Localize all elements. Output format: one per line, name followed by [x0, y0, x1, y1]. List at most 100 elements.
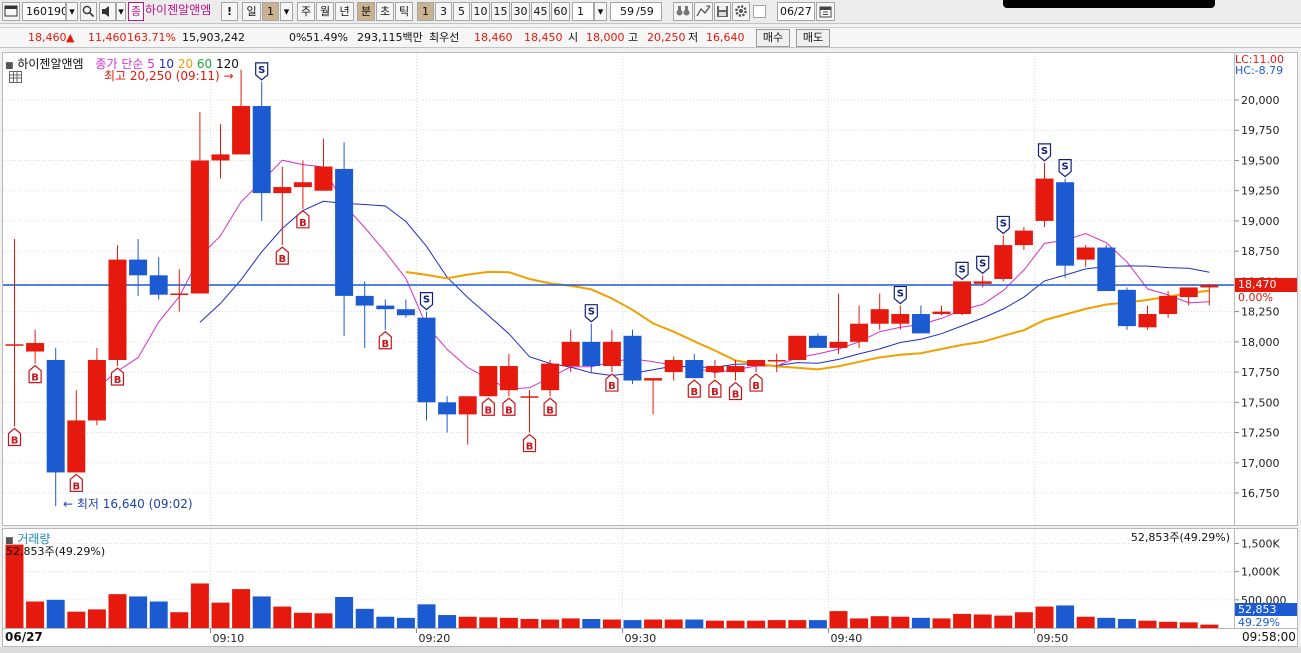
signal-label: B [299, 218, 307, 229]
candle-body [232, 106, 251, 155]
custom-interval-input[interactable]: 1 [572, 2, 594, 21]
buy-signal: B [7, 427, 22, 446]
period-year-button[interactable]: 년 [335, 2, 354, 21]
volume-bar [376, 616, 395, 628]
candle [664, 356, 683, 381]
volume-left-value: 52,853주(49.29%) [6, 545, 106, 558]
price-axis[interactable]: 16,750 17,000 17,250 17,500 17,750 18,000 18,2… [1235, 52, 1298, 526]
sell-signal: S [893, 285, 907, 305]
price-tick-label: 19,500 [1241, 154, 1280, 167]
volume-bar [788, 620, 807, 628]
period-tick-button[interactable]: 틱 [395, 2, 413, 21]
count-input[interactable]: 59 [610, 2, 636, 21]
binoculars-icon[interactable] [673, 2, 693, 21]
candle [850, 305, 869, 348]
time-tick-label: 09:10 [213, 632, 245, 645]
volume-marker-icon: ■ [5, 536, 14, 546]
candle [190, 112, 209, 294]
interval-5-button[interactable]: 5 [453, 2, 470, 21]
signal-marker [255, 62, 269, 81]
candle [396, 299, 415, 318]
volume-bar [232, 589, 251, 628]
volume-bar [293, 612, 312, 628]
period-day-dropdown-icon[interactable]: ▾ [280, 2, 293, 21]
interval-30-button[interactable]: 30 [511, 2, 530, 21]
volume-bar [561, 618, 580, 628]
volume-axis[interactable]: 1,500K 1,000K 500,000 52,853 49.29% [1235, 528, 1298, 629]
stock-code-input[interactable]: 160190 [22, 2, 66, 21]
scale-lc: LC:11.00 [1235, 53, 1285, 66]
volume-bar [870, 616, 889, 628]
low-annotation: ← 최저 16,640 (09:02) [63, 495, 193, 512]
period-day-count[interactable]: 1 [262, 2, 279, 21]
volume-bar [479, 617, 498, 628]
buy-button[interactable]: 매수 [756, 29, 790, 47]
volume-percent-tag: 49.29% [1238, 616, 1280, 629]
period-day-button[interactable]: 일 [242, 2, 261, 21]
volume-bar [932, 618, 951, 628]
date-checkbox[interactable] [753, 5, 766, 18]
volume-bar [664, 619, 683, 628]
candle-body [396, 309, 415, 316]
date-input[interactable]: 06/27 [777, 2, 815, 21]
candle-body [87, 359, 106, 421]
volume-bar [417, 604, 436, 628]
signal-label: S [897, 289, 904, 300]
volume-bar [767, 620, 786, 628]
alert-button[interactable]: ! [221, 2, 238, 21]
stock-code-dropdown-icon[interactable]: ▾ [66, 2, 78, 21]
change-arrow-icon: ▲ [66, 31, 75, 44]
signal-label: B [72, 481, 80, 492]
candle-body [726, 366, 745, 373]
signal-marker [996, 215, 1010, 235]
volume-ratio: 0% [289, 31, 307, 44]
period-week-button[interactable]: 주 [297, 2, 315, 21]
window-icon[interactable] [2, 2, 20, 21]
high-label: 고 [628, 31, 639, 44]
interval-15-button[interactable]: 15 [491, 2, 510, 21]
candle [932, 305, 951, 316]
candle [994, 235, 1013, 282]
signal-label: B [114, 375, 122, 386]
calendar-icon[interactable] [816, 2, 835, 21]
volume-chart-panel[interactable]: ■ 거래량 52,853주(49.29%) 52,853주(49.29%) [2, 528, 1235, 629]
candle-body [67, 420, 86, 473]
interval-60-button[interactable]: 60 [551, 2, 570, 21]
signal-label: B [608, 381, 616, 392]
speaker-dropdown-icon[interactable]: ▾ [116, 2, 126, 21]
candle-body [1056, 182, 1075, 266]
candle-body [458, 396, 477, 415]
interval-1-button[interactable]: 1 [417, 2, 434, 21]
custom-interval-dropdown-icon[interactable]: ▾ [594, 2, 607, 21]
candle [335, 142, 354, 336]
interval-3-button[interactable]: 3 [435, 2, 452, 21]
draw-tool-icon[interactable] [694, 2, 713, 21]
signal-marker [110, 367, 125, 386]
period-month-button[interactable]: 월 [316, 2, 334, 21]
period-second-button[interactable]: 초 [376, 2, 394, 21]
gear-icon[interactable] [732, 2, 750, 21]
volume-bar [808, 620, 827, 628]
candle [108, 245, 127, 367]
sell-button[interactable]: 매도 [796, 29, 830, 47]
price-chart-panel[interactable]: B B B B S B B B S B B B B S B B B B B S S S S S S ■ 하이젠알앤엠 종가 단순… [2, 52, 1235, 526]
candle-body [1014, 230, 1033, 246]
quote-bar: 18,460 ▲ 11,460 163.71% 15,903,242 0% 51… [0, 27, 1301, 48]
buy-signal: B [708, 379, 722, 398]
speaker-icon[interactable] [99, 2, 116, 21]
signal-marker [1058, 158, 1072, 178]
save-icon[interactable] [714, 2, 731, 21]
candle-body [211, 154, 230, 161]
volume-bar [891, 616, 910, 628]
volume-bar [747, 620, 766, 628]
candle [46, 347, 65, 507]
candle-body [376, 305, 395, 310]
signal-marker [955, 261, 969, 281]
signal-label: B [732, 390, 740, 401]
table-icon[interactable] [9, 71, 22, 83]
interval-10-button[interactable]: 10 [471, 2, 490, 21]
interval-45-button[interactable]: 45 [531, 2, 550, 21]
search-icon[interactable] [80, 2, 97, 21]
period-minute-button[interactable]: 분 [357, 2, 375, 21]
volume-bar [829, 611, 848, 628]
